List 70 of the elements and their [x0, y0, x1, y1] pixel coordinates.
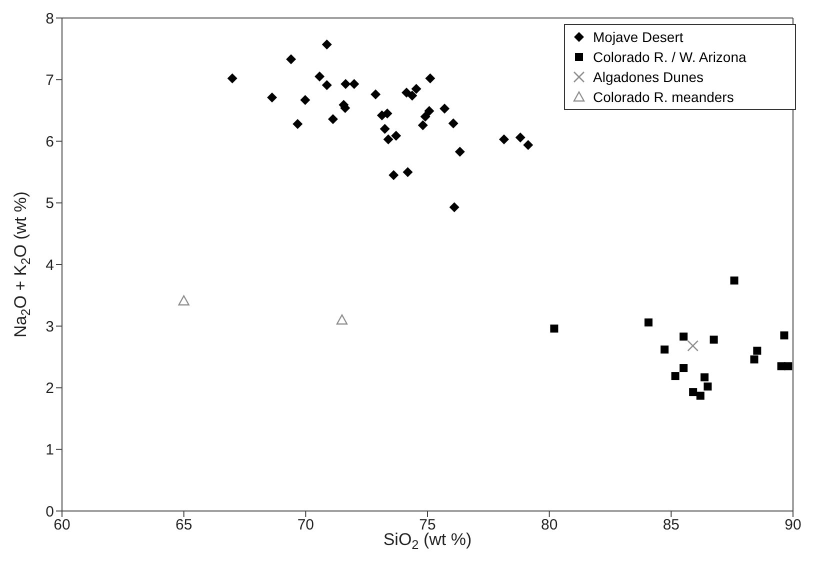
point — [449, 202, 460, 212]
point — [380, 124, 390, 134]
point — [696, 392, 704, 400]
point — [515, 132, 526, 143]
point — [314, 72, 325, 82]
y-tick-label: 8 — [46, 10, 54, 28]
point — [382, 108, 392, 119]
point — [292, 118, 303, 129]
y-tick-label: 3 — [46, 318, 54, 336]
point — [328, 114, 338, 124]
point — [407, 90, 418, 101]
point — [322, 40, 332, 50]
point — [730, 276, 738, 285]
x-tick-label: 70 — [297, 516, 314, 534]
point — [687, 340, 699, 352]
point — [448, 118, 458, 128]
point — [644, 318, 653, 326]
point — [418, 120, 428, 130]
x-tick-label: 90 — [784, 516, 802, 534]
point — [420, 112, 430, 122]
y-tick-label: 7 — [46, 72, 54, 89]
x-tick-label: 85 — [662, 516, 680, 534]
point — [370, 89, 381, 100]
point — [680, 364, 688, 372]
point — [388, 170, 399, 180]
y-tick-label: 6 — [46, 134, 54, 151]
point — [784, 362, 792, 370]
legend-label: Algadones Dunes — [593, 68, 704, 87]
point — [383, 134, 394, 144]
x-tick-label: 60 — [54, 516, 70, 534]
y-tick-label: 1 — [46, 442, 54, 459]
point — [424, 106, 434, 116]
point — [336, 314, 348, 325]
point — [550, 324, 558, 333]
point — [523, 140, 534, 150]
point — [322, 80, 332, 90]
y-tick-label: 0 — [46, 503, 54, 520]
point — [227, 73, 238, 84]
legend-label: Mojave Desert — [593, 28, 684, 47]
legend-label: Colorado R. / W. Arizona — [593, 48, 746, 67]
point — [753, 346, 762, 355]
x-tick-label: 80 — [540, 516, 558, 534]
point — [660, 346, 669, 354]
point — [349, 78, 360, 89]
legend-label: Colorado R. meanders — [593, 88, 734, 107]
point — [440, 104, 450, 114]
point — [402, 167, 413, 178]
point — [454, 146, 465, 157]
point — [780, 331, 788, 340]
point — [704, 382, 712, 391]
point — [267, 92, 278, 102]
y-tick-label: 5 — [46, 195, 54, 212]
point — [499, 134, 510, 144]
x-tick-label: 65 — [175, 516, 192, 534]
point — [411, 84, 422, 94]
point — [178, 295, 190, 306]
point — [680, 332, 688, 341]
point — [689, 388, 698, 396]
y-tick-label: 4 — [46, 256, 54, 274]
y-tick-label: 2 — [46, 380, 54, 398]
point — [402, 88, 412, 98]
point — [750, 355, 758, 364]
point — [425, 73, 436, 84]
point — [300, 94, 310, 105]
point — [671, 372, 680, 380]
point — [286, 54, 296, 64]
point — [340, 78, 351, 89]
point — [710, 336, 718, 344]
point — [700, 373, 709, 382]
point — [391, 130, 402, 141]
